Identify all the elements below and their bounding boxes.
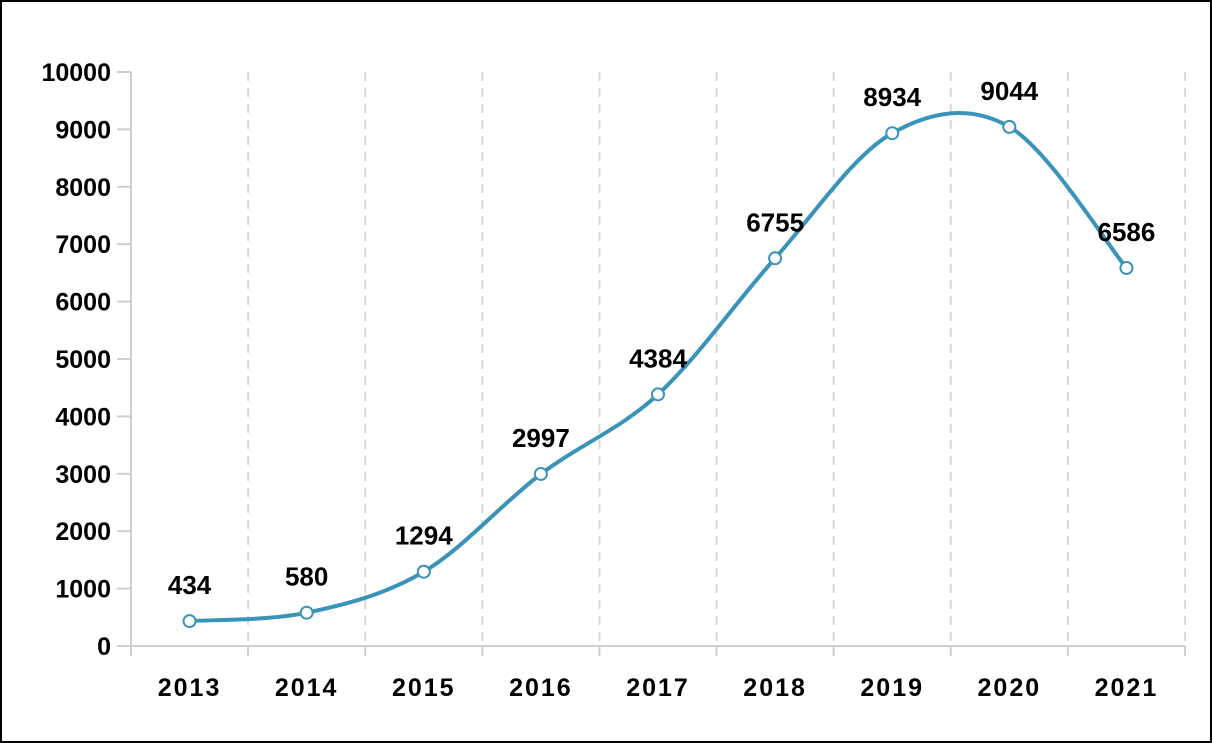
data-point	[651, 387, 665, 402]
data-labels: 434 580 1294 2997 4384 6755 8934 9044 6586	[168, 76, 1156, 600]
series-line-layer	[182, 111, 1134, 629]
y-tick-label: 9000	[55, 116, 111, 144]
x-tick-label: 2017	[626, 674, 690, 702]
y-tick-label: 1000	[55, 576, 111, 604]
x-tick-label: 2016	[509, 674, 573, 702]
y-tick-label: 5000	[55, 346, 111, 374]
y-tick-label: 6000	[55, 289, 111, 317]
data-label: 4384	[629, 343, 687, 373]
x-tick-label: 2021	[1095, 674, 1159, 702]
x-axis-ticks: 2013 2014 2015 2016 2017 2018 2019 2020 2021	[130, 646, 1186, 702]
x-tick-label: 2018	[743, 674, 807, 702]
y-tick-label: 2000	[55, 518, 111, 546]
data-point	[533, 466, 548, 481]
x-tick-label: 2014	[275, 674, 339, 702]
y-tick-label: 8000	[55, 174, 111, 202]
x-tick-label: 2013	[158, 674, 222, 702]
series-line	[189, 111, 1128, 624]
data-label: 580	[285, 562, 328, 592]
y-tick-label: 7000	[55, 231, 111, 259]
data-point	[885, 126, 900, 141]
data-label: 6755	[746, 207, 804, 237]
data-label: 6586	[1098, 217, 1156, 247]
x-tick-label: 2015	[392, 674, 456, 702]
data-point	[1119, 260, 1134, 275]
data-point	[182, 614, 197, 629]
data-label: 8934	[863, 82, 921, 112]
data-label: 2997	[512, 423, 570, 453]
data-label: 1294	[395, 521, 453, 551]
data-point	[416, 564, 431, 579]
data-point	[1002, 119, 1017, 134]
y-tick-label: 0	[97, 633, 111, 661]
data-label: 434	[168, 570, 212, 600]
data-point	[768, 251, 783, 266]
y-axis-ticks: 0 1000 2000 3000 4000 5000 6000 7000 8000 9000 100…	[41, 59, 131, 661]
y-tick-label: 4000	[55, 403, 111, 431]
x-tick-label: 2019	[860, 674, 924, 702]
x-tick-label: 2020	[978, 674, 1042, 702]
data-point	[299, 605, 314, 620]
y-tick-label: 3000	[55, 461, 111, 489]
y-tick-label: 10000	[41, 59, 111, 87]
data-label: 9044	[980, 76, 1038, 106]
